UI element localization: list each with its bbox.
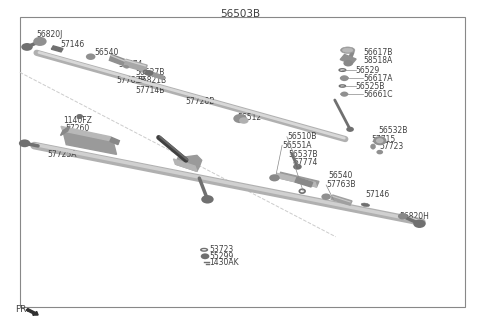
Text: 56540: 56540	[94, 48, 119, 57]
Text: 56532B: 56532B	[379, 127, 408, 135]
Ellipse shape	[340, 93, 348, 95]
Polygon shape	[51, 46, 63, 52]
FancyArrow shape	[26, 309, 38, 315]
Polygon shape	[63, 131, 117, 154]
Polygon shape	[124, 59, 147, 72]
Circle shape	[398, 213, 408, 219]
Text: 57763B: 57763B	[326, 181, 356, 189]
Text: 57714B: 57714B	[136, 86, 165, 95]
Circle shape	[413, 219, 426, 228]
Text: 57774: 57774	[294, 158, 318, 167]
Text: 1430AK: 1430AK	[209, 258, 239, 267]
Circle shape	[239, 117, 249, 124]
Text: 57146: 57146	[60, 40, 85, 49]
Text: 56540: 56540	[328, 171, 353, 181]
Circle shape	[373, 136, 386, 145]
Polygon shape	[340, 55, 356, 64]
Text: 57763B: 57763B	[117, 76, 146, 85]
Text: 56820H: 56820H	[399, 212, 429, 221]
Circle shape	[21, 43, 33, 51]
Circle shape	[340, 92, 348, 97]
Text: 58518A: 58518A	[363, 57, 393, 65]
Circle shape	[145, 70, 154, 76]
Circle shape	[322, 194, 331, 200]
Circle shape	[269, 174, 280, 181]
Polygon shape	[60, 126, 70, 135]
Circle shape	[76, 114, 83, 119]
Text: 56821B: 56821B	[137, 76, 166, 85]
Text: 57146: 57146	[365, 190, 390, 199]
Ellipse shape	[340, 77, 348, 79]
Text: 53723: 53723	[209, 245, 234, 254]
Text: 56525B: 56525B	[356, 81, 385, 91]
Circle shape	[376, 150, 383, 154]
Text: 57720B: 57720B	[185, 97, 215, 106]
Ellipse shape	[361, 203, 370, 207]
Text: 56527B: 56527B	[136, 68, 165, 77]
Circle shape	[293, 164, 302, 170]
Polygon shape	[277, 173, 317, 187]
Bar	[20, 17, 465, 307]
Circle shape	[376, 138, 384, 143]
Text: 57715: 57715	[372, 135, 396, 144]
Circle shape	[19, 139, 30, 147]
Text: 57260: 57260	[65, 124, 90, 133]
Circle shape	[346, 127, 354, 132]
Text: 57723: 57723	[380, 142, 404, 151]
Polygon shape	[278, 172, 319, 187]
Circle shape	[86, 53, 96, 60]
Text: 56617A: 56617A	[363, 74, 393, 83]
Text: 57774: 57774	[118, 60, 143, 69]
Circle shape	[340, 75, 348, 81]
Text: 55299: 55299	[209, 252, 234, 261]
Ellipse shape	[340, 47, 355, 53]
Circle shape	[343, 60, 353, 66]
Text: 56551A: 56551A	[282, 141, 312, 150]
Polygon shape	[173, 159, 197, 171]
Text: 56529: 56529	[356, 66, 380, 75]
Text: 56512: 56512	[238, 113, 262, 122]
Text: 56617B: 56617B	[363, 48, 393, 57]
Polygon shape	[175, 155, 202, 171]
Text: 57725A: 57725A	[48, 150, 77, 159]
Text: 1140FZ: 1140FZ	[63, 116, 92, 125]
Text: 56820J: 56820J	[36, 30, 63, 39]
Text: FR.: FR.	[15, 305, 29, 314]
Text: 56661C: 56661C	[363, 90, 393, 99]
Text: 56537B: 56537B	[288, 150, 318, 159]
Polygon shape	[110, 137, 120, 145]
Circle shape	[201, 195, 214, 203]
Text: 56503B: 56503B	[220, 9, 260, 19]
Ellipse shape	[342, 48, 353, 52]
Circle shape	[233, 114, 247, 123]
Polygon shape	[331, 195, 352, 205]
Ellipse shape	[371, 144, 375, 149]
Text: 56510B: 56510B	[287, 132, 316, 141]
Ellipse shape	[123, 65, 129, 68]
Polygon shape	[295, 178, 313, 187]
Circle shape	[201, 253, 209, 259]
Polygon shape	[109, 54, 126, 66]
Circle shape	[33, 37, 47, 46]
Polygon shape	[61, 126, 113, 141]
